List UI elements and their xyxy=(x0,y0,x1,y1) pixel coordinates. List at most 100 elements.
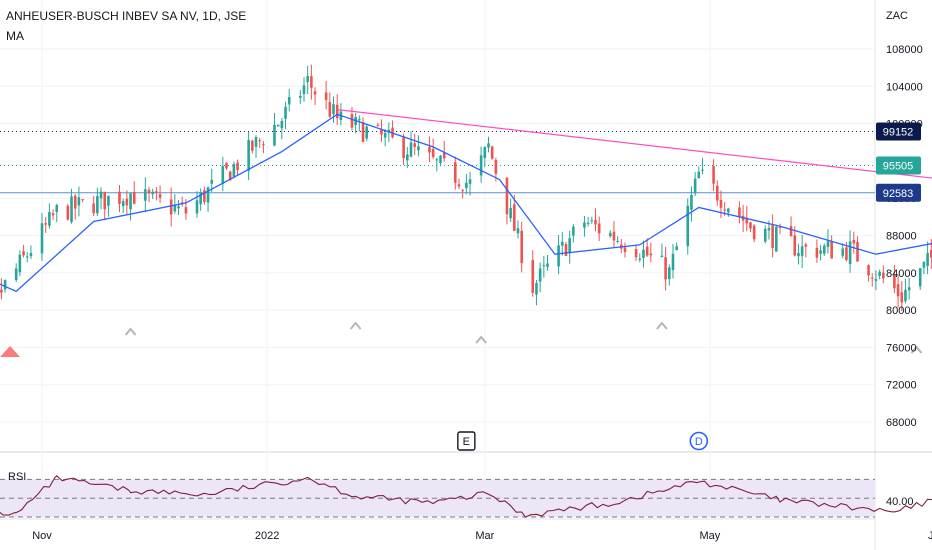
candle-body xyxy=(642,249,645,259)
candle-body xyxy=(457,184,461,187)
time-tick-label: May xyxy=(699,530,720,542)
candle-body xyxy=(822,245,826,254)
candle-body xyxy=(77,197,81,206)
candle-body xyxy=(826,241,830,247)
ma-line xyxy=(0,113,932,293)
candle-body xyxy=(428,146,431,153)
candle-body xyxy=(206,187,210,203)
candle-body xyxy=(749,222,752,229)
candle-body xyxy=(350,114,354,128)
candle-body xyxy=(51,213,55,216)
rsi-band xyxy=(0,479,875,517)
candle-body xyxy=(48,212,51,226)
candle-body xyxy=(870,277,874,279)
candle-body xyxy=(299,95,302,98)
time-tick-label: Jul xyxy=(928,530,932,542)
candle-body xyxy=(882,272,885,279)
candle-body xyxy=(402,136,405,158)
candle-body xyxy=(922,261,926,268)
candle-body xyxy=(417,146,420,151)
price-tick-label: 80000 xyxy=(886,305,917,317)
chevron-up-icon xyxy=(656,321,668,330)
candle-body xyxy=(852,239,856,244)
rsi-line xyxy=(0,475,932,518)
price-tick-label: 108000 xyxy=(886,44,923,56)
candle-body xyxy=(797,252,800,257)
candle-body xyxy=(335,104,339,119)
candle-body xyxy=(564,244,568,256)
candle-body xyxy=(358,119,361,121)
candle-body xyxy=(878,271,881,276)
candle-body xyxy=(107,195,110,206)
candle-body xyxy=(690,194,693,210)
chevron-up-icon xyxy=(124,327,137,336)
pattern-markers xyxy=(0,321,923,357)
candle-body xyxy=(25,256,29,258)
currency-label: ZAC xyxy=(886,10,908,22)
price-tick-label: 84000 xyxy=(886,268,917,280)
candle-body xyxy=(623,247,627,252)
candle-body xyxy=(173,205,177,212)
candle-body xyxy=(365,126,369,139)
candle-body xyxy=(664,257,667,280)
candle-body xyxy=(280,121,284,129)
candle-body xyxy=(328,102,332,117)
candle-body xyxy=(184,207,188,214)
candle-body xyxy=(439,155,442,164)
event-markers[interactable]: EDE xyxy=(457,431,932,451)
candle-body xyxy=(96,196,99,214)
candle-body xyxy=(22,251,25,256)
candle-body xyxy=(147,189,151,194)
candle-body xyxy=(778,227,782,229)
candle-body xyxy=(361,122,365,142)
candle-body xyxy=(815,247,819,258)
candle-body xyxy=(583,222,586,228)
candle-body xyxy=(918,268,922,287)
candle-body xyxy=(284,106,287,119)
candle-body xyxy=(893,275,896,289)
candle-body xyxy=(830,241,833,259)
candle-body xyxy=(225,162,228,169)
candle-body xyxy=(719,199,723,208)
candle-body xyxy=(151,191,154,195)
candle-body xyxy=(479,155,483,176)
candle-body xyxy=(520,230,523,264)
candle-body xyxy=(560,241,564,246)
candle-body xyxy=(177,206,180,209)
candle-body xyxy=(745,217,749,224)
candle-body xyxy=(509,207,512,219)
candle-body xyxy=(513,204,516,231)
candle-body xyxy=(442,152,446,159)
candle-body xyxy=(287,97,291,105)
candle-body xyxy=(103,191,107,210)
candle-body xyxy=(738,207,741,217)
candle-body xyxy=(848,241,852,265)
candle-body xyxy=(727,208,730,213)
candle-body xyxy=(0,289,3,293)
candle-body xyxy=(310,76,313,88)
price-tick-label: 88000 xyxy=(886,231,917,243)
candle-body xyxy=(612,231,616,241)
price-tick-label: 72000 xyxy=(886,380,917,392)
dividend-marker xyxy=(689,431,709,451)
candle-body xyxy=(494,160,498,174)
candle-body xyxy=(649,253,653,256)
candle-body xyxy=(132,192,136,204)
candle-body xyxy=(487,143,490,148)
trendlines[interactable] xyxy=(337,109,932,315)
candle-body xyxy=(324,92,328,100)
candle-body xyxy=(332,104,335,115)
price-tick-label: 104000 xyxy=(886,81,923,93)
candle-body xyxy=(793,235,797,256)
candle-body xyxy=(712,166,715,184)
time-axis[interactable]: Nov2022MarMayJulSepNov2023 xyxy=(32,530,932,542)
time-tick-label: 2022 xyxy=(255,530,279,542)
candle-body xyxy=(435,159,439,161)
candle-body xyxy=(926,253,929,266)
candle-body xyxy=(701,169,704,171)
candle-body xyxy=(40,223,44,254)
candle-body xyxy=(44,223,47,225)
candle-body xyxy=(247,139,250,171)
